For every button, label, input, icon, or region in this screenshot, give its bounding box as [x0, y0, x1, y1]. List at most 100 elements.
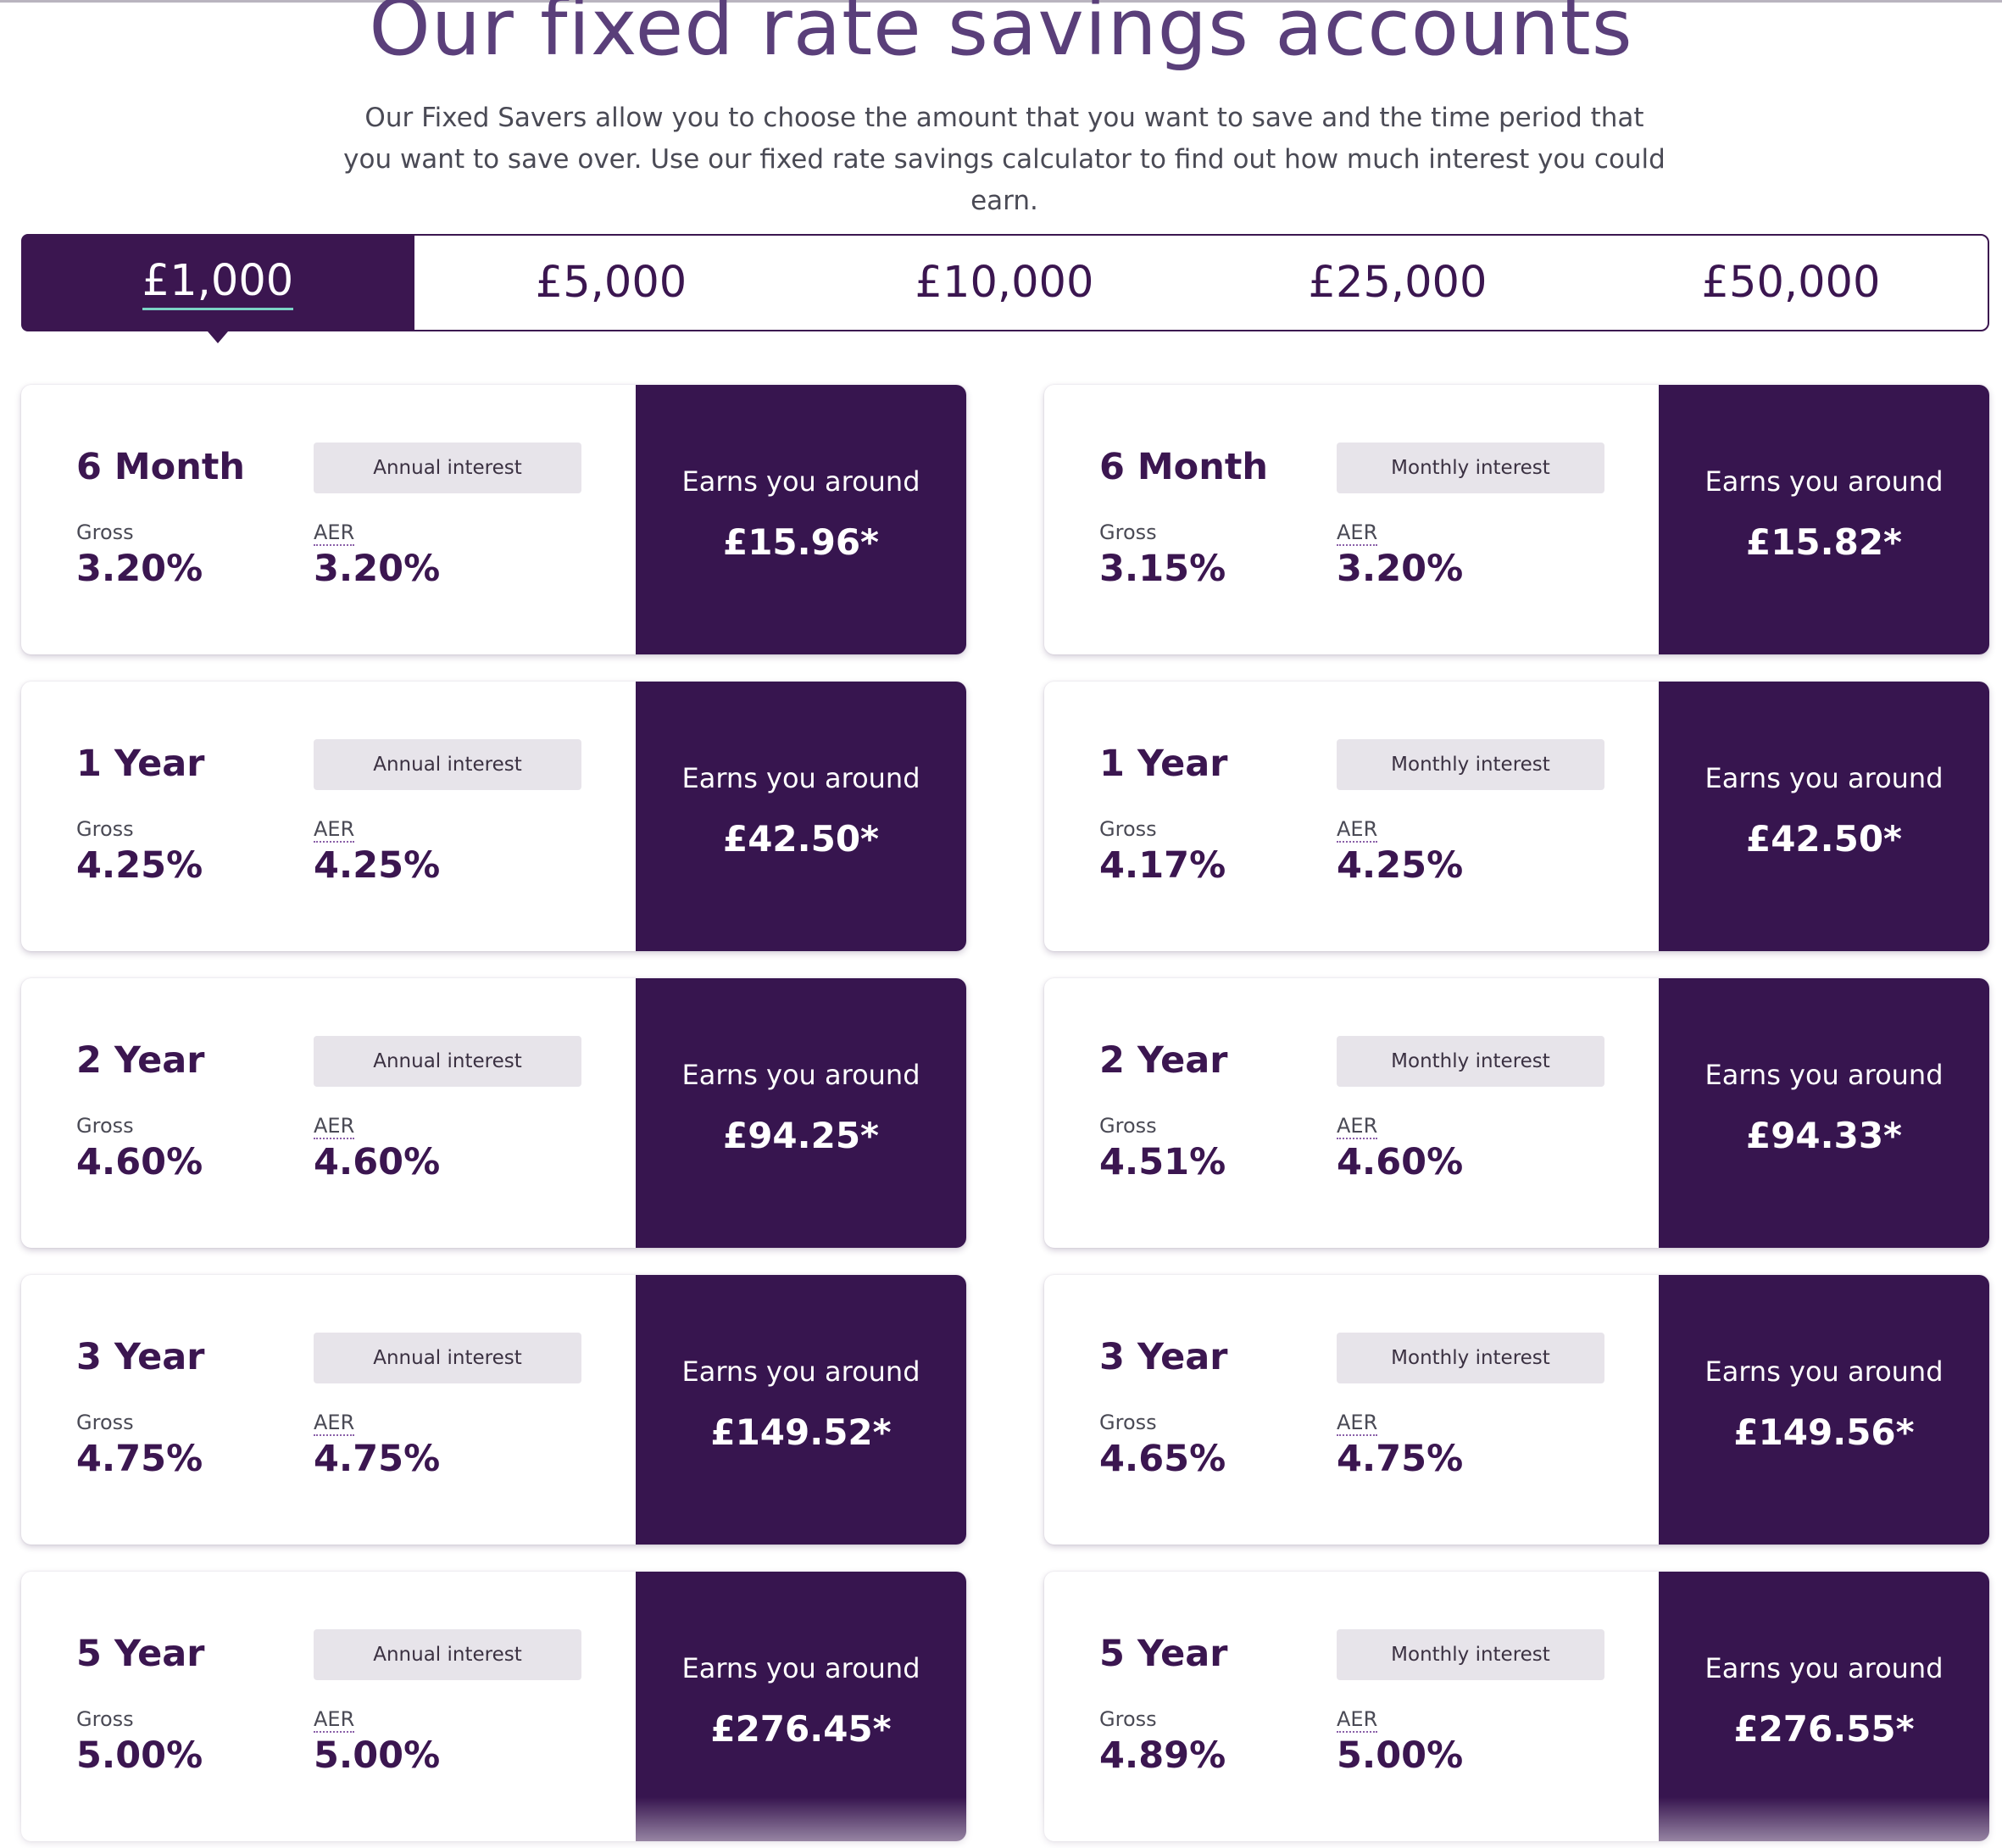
earnings-amount: £149.52*	[710, 1411, 892, 1453]
tab-label: £1,000	[142, 256, 294, 310]
earnings-panel: Earns you around £94.25*	[636, 978, 966, 1248]
aer-rate: 3.20%	[1337, 548, 1464, 590]
aer-label[interactable]: AER	[1337, 1707, 1378, 1733]
interest-frequency-badge: Annual interest	[314, 739, 581, 790]
earnings-amount: £149.56*	[1733, 1411, 1915, 1453]
aer-label[interactable]: AER	[1337, 817, 1378, 843]
earnings-amount: £276.45*	[710, 1708, 892, 1750]
tab-1000[interactable]: £1,000	[21, 234, 414, 331]
interest-frequency-badge: Monthly interest	[1337, 1036, 1604, 1087]
gross-rate: 4.65%	[1099, 1438, 1226, 1480]
earnings-label: Earns you around	[1704, 1355, 1944, 1388]
earnings-amount: £15.96*	[722, 521, 880, 563]
tab-5000[interactable]: £5,000	[414, 236, 808, 330]
term-title: 6 Month	[76, 446, 246, 488]
gross-rate: 4.89%	[1099, 1734, 1226, 1777]
gross-label: Gross	[76, 520, 134, 544]
aer-label[interactable]: AER	[314, 1114, 355, 1139]
gross-label: Gross	[1099, 1114, 1157, 1138]
gross-label: Gross	[76, 1707, 134, 1731]
gross-rate: 4.51%	[1099, 1141, 1226, 1183]
card-details: 6 Month Monthly interest Gross AER 3.15%…	[1044, 385, 1659, 654]
tab-label: £25,000	[1308, 258, 1488, 308]
aer-rate: 4.60%	[314, 1141, 441, 1183]
aer-label[interactable]: AER	[1337, 1411, 1378, 1436]
aer-rate: 5.00%	[1337, 1734, 1464, 1777]
earnings-label: Earns you around	[1704, 1652, 1944, 1684]
gross-label: Gross	[76, 1114, 134, 1138]
term-title: 2 Year	[76, 1039, 205, 1082]
tab-50000[interactable]: £50,000	[1594, 236, 1988, 330]
gross-label: Gross	[76, 817, 134, 841]
aer-rate: 4.75%	[314, 1438, 441, 1480]
account-card-annual-2-year: 2 Year Annual interest Gross AER 4.60% 4…	[21, 978, 966, 1248]
aer-rate: 4.25%	[1337, 844, 1464, 887]
term-title: 3 Year	[1099, 1336, 1228, 1378]
gross-label: Gross	[76, 1411, 134, 1434]
aer-label[interactable]: AER	[1337, 520, 1378, 546]
account-card-monthly-3-year: 3 Year Monthly interest Gross AER 4.65% …	[1044, 1275, 1989, 1545]
tab-25000[interactable]: £25,000	[1201, 236, 1594, 330]
interest-frequency-badge: Monthly interest	[1337, 739, 1604, 790]
earnings-panel: Earns you around £149.56*	[1659, 1275, 1989, 1545]
earnings-label: Earns you around	[1704, 465, 1944, 498]
gross-rate: 4.25%	[76, 844, 203, 887]
gross-rate: 5.00%	[76, 1734, 203, 1777]
card-details: 3 Year Annual interest Gross AER 4.75% 4…	[21, 1275, 636, 1545]
interest-frequency-badge: Monthly interest	[1337, 1333, 1604, 1383]
aer-rate: 3.20%	[314, 548, 441, 590]
aer-label[interactable]: AER	[314, 1411, 355, 1436]
aer-label[interactable]: AER	[1337, 1114, 1378, 1139]
card-details: 5 Year Annual interest Gross AER 5.00% 5…	[21, 1572, 636, 1841]
earnings-label: Earns you around	[681, 1059, 920, 1091]
card-details: 3 Year Monthly interest Gross AER 4.65% …	[1044, 1275, 1659, 1545]
earnings-label: Earns you around	[681, 762, 920, 794]
aer-label[interactable]: AER	[314, 1707, 355, 1733]
term-title: 5 Year	[76, 1633, 205, 1675]
top-divider	[0, 0, 2002, 3]
tab-10000[interactable]: £10,000	[808, 236, 1201, 330]
account-card-monthly-2-year: 2 Year Monthly interest Gross AER 4.51% …	[1044, 978, 1989, 1248]
aer-rate: 4.75%	[1337, 1438, 1464, 1480]
earnings-amount: £276.55*	[1733, 1708, 1915, 1750]
interest-frequency-badge: Monthly interest	[1337, 443, 1604, 493]
card-details: 6 Month Annual interest Gross AER 3.20% …	[21, 385, 636, 654]
gross-label: Gross	[1099, 520, 1157, 544]
card-details: 1 Year Monthly interest Gross AER 4.17% …	[1044, 682, 1659, 951]
interest-frequency-badge: Annual interest	[314, 1629, 581, 1680]
account-card-monthly-5-year: 5 Year Monthly interest Gross AER 4.89% …	[1044, 1572, 1989, 1841]
gross-rate: 3.15%	[1099, 548, 1226, 590]
earnings-panel: Earns you around £42.50*	[636, 682, 966, 951]
earnings-label: Earns you around	[681, 1355, 920, 1388]
earnings-panel: Earns you around £276.55*	[1659, 1572, 1989, 1841]
tab-label: £5,000	[535, 258, 687, 308]
intro-text: Our Fixed Savers allow you to choose the…	[343, 103, 1666, 216]
savings-card-grid: 6 Month Annual interest Gross AER 3.20% …	[21, 385, 1989, 1841]
earnings-panel: Earns you around £15.96*	[636, 385, 966, 654]
term-title: 1 Year	[1099, 743, 1228, 785]
interest-frequency-badge: Monthly interest	[1337, 1629, 1604, 1680]
term-title: 6 Month	[1099, 446, 1269, 488]
earnings-amount: £94.25*	[722, 1115, 880, 1156]
account-card-annual-3-year: 3 Year Annual interest Gross AER 4.75% 4…	[21, 1275, 966, 1545]
aer-label[interactable]: AER	[314, 520, 355, 546]
earnings-amount: £15.82*	[1745, 521, 1903, 563]
term-title: 2 Year	[1099, 1039, 1228, 1082]
card-details: 5 Year Monthly interest Gross AER 4.89% …	[1044, 1572, 1659, 1841]
earnings-panel: Earns you around £276.45*	[636, 1572, 966, 1841]
aer-label[interactable]: AER	[314, 817, 355, 843]
earnings-label: Earns you around	[1704, 1059, 1944, 1091]
gross-rate: 4.60%	[76, 1141, 203, 1183]
gross-label: Gross	[1099, 1411, 1157, 1434]
aer-rate: 4.25%	[314, 844, 441, 887]
gross-rate: 3.20%	[76, 548, 203, 590]
earnings-panel: Earns you around £149.52*	[636, 1275, 966, 1545]
account-card-monthly-1-year: 1 Year Monthly interest Gross AER 4.17% …	[1044, 682, 1989, 951]
term-title: 3 Year	[76, 1336, 205, 1378]
earnings-label: Earns you around	[681, 1652, 920, 1684]
interest-frequency-badge: Annual interest	[314, 443, 581, 493]
interest-frequency-badge: Annual interest	[314, 1036, 581, 1087]
card-details: 1 Year Annual interest Gross AER 4.25% 4…	[21, 682, 636, 951]
aer-rate: 5.00%	[314, 1734, 441, 1777]
